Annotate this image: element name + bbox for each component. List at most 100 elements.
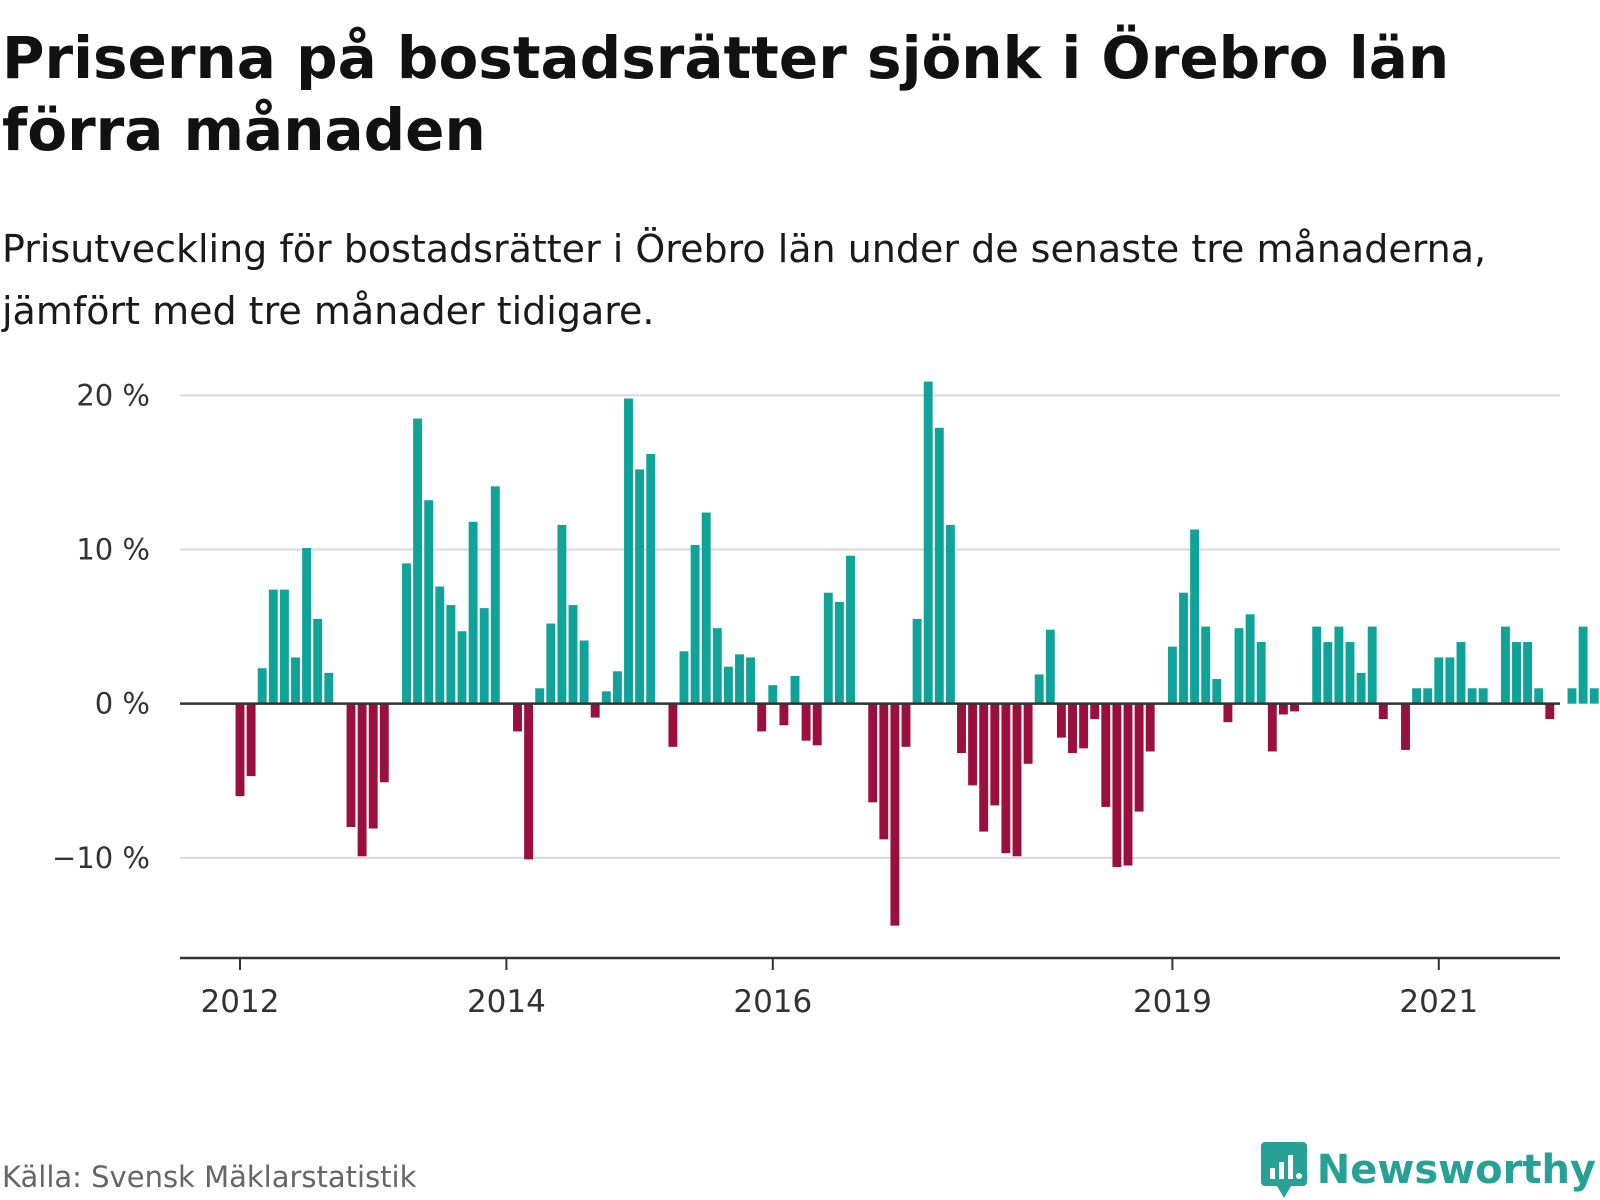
bar xyxy=(624,398,633,704)
bar xyxy=(1512,642,1521,704)
bar xyxy=(1123,703,1133,866)
bar xyxy=(968,703,978,786)
bar xyxy=(346,703,356,827)
chart-subtitle: Prisutveckling för bostadsrätter i Örebr… xyxy=(2,227,1487,333)
bar xyxy=(1079,703,1089,749)
bar xyxy=(812,703,822,746)
chart-title: Priserna på bostadsrätter sjönk i Örebro… xyxy=(2,24,1450,164)
bar xyxy=(668,703,678,747)
bar xyxy=(990,703,1000,806)
bar xyxy=(1423,688,1433,704)
bar xyxy=(1012,703,1022,857)
bar xyxy=(1545,703,1555,720)
bar xyxy=(524,703,534,860)
bar xyxy=(513,703,522,732)
bar xyxy=(635,469,645,704)
bar xyxy=(1134,703,1144,812)
newsworthy-logo-icon xyxy=(1260,1142,1307,1198)
x-tick-label: 2012 xyxy=(201,984,280,1020)
bar xyxy=(779,703,789,726)
bar xyxy=(1356,672,1366,704)
bar xyxy=(790,675,800,704)
bar xyxy=(1223,703,1233,723)
bar xyxy=(379,703,389,783)
bar xyxy=(1001,703,1011,854)
x-tick-label: 2014 xyxy=(467,984,546,1020)
bar xyxy=(1190,529,1200,704)
bar xyxy=(268,589,278,704)
bar xyxy=(912,618,922,704)
bar xyxy=(934,427,944,704)
bar xyxy=(901,703,911,747)
gridlines xyxy=(180,394,1560,859)
bar xyxy=(246,703,256,777)
bar xyxy=(357,703,367,857)
y-tick-label: 10 % xyxy=(76,533,150,567)
bar xyxy=(568,605,578,704)
bar xyxy=(257,668,267,704)
bar xyxy=(1534,688,1544,704)
y-tick-label: 20 % xyxy=(76,380,150,412)
bar xyxy=(1445,657,1455,704)
bar xyxy=(1090,703,1100,720)
bar xyxy=(712,628,722,704)
bar xyxy=(834,601,844,704)
bar xyxy=(446,605,456,704)
bar xyxy=(601,691,611,704)
bar xyxy=(413,418,423,704)
bar xyxy=(1412,688,1422,704)
bar xyxy=(923,381,933,704)
bar xyxy=(1234,628,1244,704)
bar xyxy=(1401,703,1410,750)
bar xyxy=(1023,703,1033,764)
bar xyxy=(1378,703,1388,720)
bar xyxy=(557,524,567,704)
y-axis-labels: 20 % 10 % 0 % −10 % xyxy=(52,380,150,875)
bar xyxy=(535,688,545,704)
bar xyxy=(879,703,889,840)
bar xyxy=(890,703,900,926)
bar xyxy=(723,666,733,704)
bar xyxy=(1367,626,1377,704)
bar xyxy=(490,486,500,704)
source-note: Källa: Svensk Mäklarstatistik xyxy=(2,1160,417,1194)
bar xyxy=(1278,703,1288,715)
bar xyxy=(1256,642,1266,704)
bar xyxy=(1567,688,1577,704)
bar xyxy=(768,685,778,704)
y-tick-label: 0 % xyxy=(95,687,150,721)
bar xyxy=(313,618,323,704)
bar xyxy=(279,589,289,704)
bars xyxy=(235,381,1599,926)
bar xyxy=(1145,703,1155,752)
bar xyxy=(1267,703,1277,752)
bar xyxy=(679,651,689,704)
brand-name: Newsworthy xyxy=(1316,1147,1596,1193)
bar xyxy=(302,548,312,704)
bar xyxy=(1167,646,1177,704)
bar xyxy=(1323,642,1333,704)
bar xyxy=(1034,674,1044,704)
x-tick-label: 2016 xyxy=(733,984,812,1020)
bar xyxy=(435,586,445,704)
bar xyxy=(646,453,656,704)
bar xyxy=(1112,703,1122,868)
bar xyxy=(945,524,955,704)
bar xyxy=(1467,688,1477,704)
bar xyxy=(1345,642,1355,704)
bar xyxy=(235,703,245,797)
bar xyxy=(468,521,478,704)
bar xyxy=(1201,626,1211,704)
x-tick-label: 2019 xyxy=(1133,984,1212,1020)
bar xyxy=(846,555,855,704)
bar xyxy=(612,671,622,704)
bar xyxy=(701,512,711,704)
bar xyxy=(1589,688,1599,704)
bar xyxy=(579,640,589,704)
bar xyxy=(1523,642,1533,704)
bar xyxy=(1334,626,1344,704)
bar xyxy=(479,608,489,704)
bar xyxy=(746,657,756,704)
x-tick-label: 2021 xyxy=(1399,984,1478,1020)
bar xyxy=(1056,703,1066,738)
